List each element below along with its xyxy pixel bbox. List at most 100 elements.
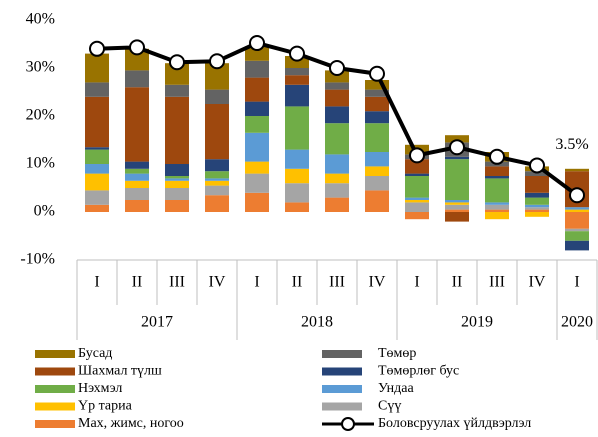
bar-segment	[165, 84, 189, 97]
bar-segment	[325, 70, 349, 83]
bar-segment	[285, 168, 309, 184]
bar-segment	[445, 212, 469, 222]
bar-segment	[285, 202, 309, 212]
x-tick-label: IV	[529, 274, 546, 291]
line-marker	[409, 147, 425, 164]
bar-segment	[245, 46, 269, 61]
bar-segment	[245, 60, 269, 78]
line-marker	[329, 60, 345, 76]
bar-segment	[485, 204, 509, 210]
bar-segment	[245, 132, 269, 162]
bar-segment	[405, 173, 429, 176]
bar-segment	[165, 180, 189, 188]
bar-segment	[485, 202, 509, 205]
bar-segment	[365, 80, 389, 90]
legend-label: Төмөрлөг бус	[378, 364, 459, 379]
bar-segment	[325, 154, 349, 174]
bar-segment	[365, 96, 389, 112]
y-tick-label: 30%	[26, 59, 55, 76]
x-tick-label: III	[169, 274, 185, 291]
bar-segment	[405, 159, 429, 174]
bar-segment	[485, 212, 509, 220]
bar-segment	[205, 171, 229, 179]
bar-segment	[85, 96, 109, 148]
bar-segment	[205, 195, 229, 212]
bar-segment	[525, 207, 549, 210]
bar-segment	[365, 190, 389, 212]
bar-segment	[405, 176, 429, 198]
x-tick-label: III	[489, 274, 505, 291]
bar-segment	[285, 84, 309, 107]
line-marker	[249, 35, 265, 52]
bar-segment	[445, 204, 469, 210]
y-tick-label: 10%	[26, 155, 55, 172]
bar-segment	[325, 123, 349, 155]
legend-label: Нэхмэл	[78, 381, 122, 396]
bar-segment	[405, 202, 429, 212]
legend-swatch	[322, 402, 362, 411]
bar-segment	[325, 82, 349, 90]
bar-segment	[525, 176, 549, 193]
bar-segment	[125, 168, 149, 174]
bar-segment	[205, 178, 229, 181]
bar-segment	[165, 178, 189, 181]
bar-segment	[525, 197, 549, 205]
bar-segment	[205, 104, 229, 160]
bar-segment	[485, 166, 509, 176]
bar-segment	[245, 173, 269, 193]
bar-segment	[125, 161, 149, 169]
bar-segment	[285, 183, 309, 203]
bar-segment	[85, 53, 109, 83]
bar-segment	[245, 101, 269, 116]
legend-swatch	[322, 350, 362, 358]
line-marker	[529, 157, 545, 174]
legend-swatch	[35, 420, 75, 428]
bar-segment	[205, 159, 229, 172]
bar-segment	[85, 164, 109, 174]
line-marker	[169, 54, 185, 71]
bar-segment	[405, 200, 429, 203]
bar-segment	[125, 87, 149, 162]
bar-segment	[285, 56, 309, 68]
bar-segment	[205, 185, 229, 196]
year-label: 2019	[461, 314, 493, 331]
bar-segment	[365, 166, 389, 176]
bar-segment	[445, 159, 469, 200]
bar-segment	[565, 228, 589, 232]
bar-segment	[565, 212, 589, 229]
legend-swatch	[322, 385, 362, 393]
bar-segment	[445, 209, 469, 212]
line-marker	[369, 65, 385, 82]
line-marker	[129, 39, 145, 56]
bar-segment	[405, 212, 429, 220]
bar-segment	[325, 173, 349, 184]
bar-segment	[125, 48, 149, 71]
bar-segment	[85, 204, 109, 212]
bar-segment	[85, 173, 109, 191]
y-tick-label: 20%	[26, 107, 55, 124]
bar-segment	[485, 209, 509, 212]
line-marker	[89, 40, 105, 57]
bar-segment	[525, 209, 549, 212]
bar-segment	[245, 116, 269, 133]
bar-segment	[565, 168, 589, 172]
legend-label: Үр тариа	[78, 399, 133, 414]
legend-swatch	[35, 385, 75, 393]
bar-segment	[165, 188, 189, 200]
bar-segment	[565, 231, 589, 241]
x-tick-label: II	[132, 274, 143, 291]
bar-segment	[85, 149, 109, 164]
bar-segment	[165, 200, 189, 212]
bar-segment	[85, 82, 109, 97]
bar-segment	[125, 180, 149, 188]
x-tick-label: I	[574, 274, 579, 291]
bar-segment	[325, 197, 349, 212]
x-tick-label: II	[292, 274, 303, 291]
line-marker	[209, 53, 225, 70]
bar-segment	[205, 89, 229, 104]
legend-swatch	[341, 417, 355, 431]
bar-segment	[485, 176, 509, 179]
bar-segment	[445, 156, 469, 160]
bar-segment	[405, 197, 429, 200]
